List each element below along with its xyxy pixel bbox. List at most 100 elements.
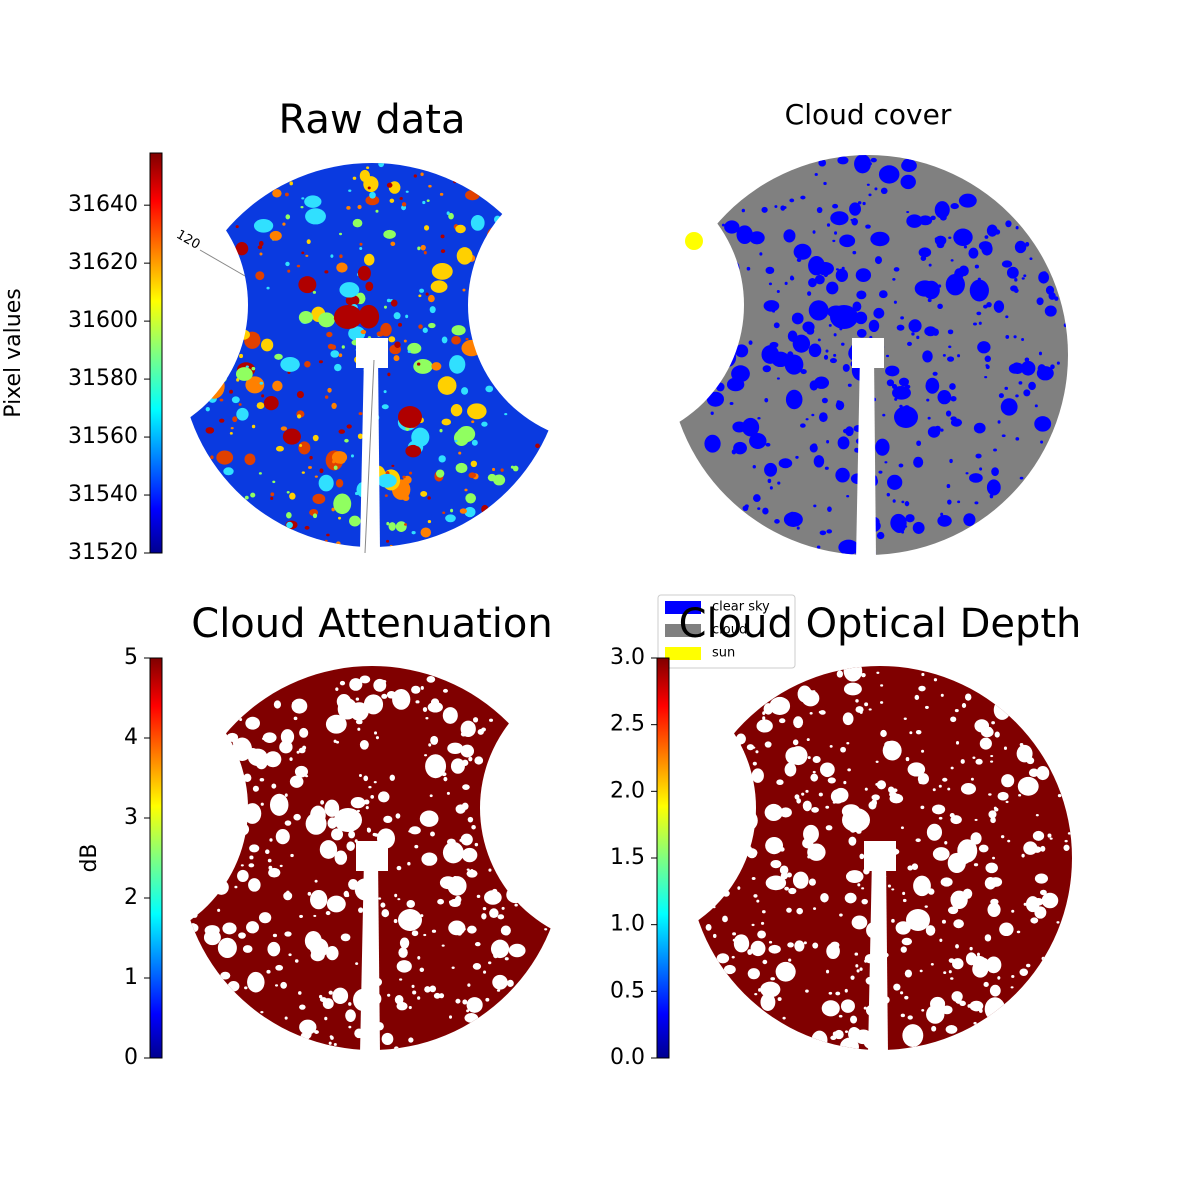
image-blob: [1015, 394, 1019, 398]
image-blob: [753, 494, 761, 503]
legend-swatch: [665, 647, 701, 660]
image-blob: [217, 908, 221, 912]
image-blob: [776, 289, 780, 294]
image-blob: [331, 402, 337, 410]
colorbar-tick-label: 31540: [68, 482, 138, 507]
image-blob: [937, 389, 952, 405]
image-blob: [244, 986, 248, 990]
image-blob: [299, 443, 303, 447]
image-blob: [251, 366, 256, 371]
colorbar: [149, 152, 163, 554]
image-blob: [357, 265, 371, 281]
image-blob: [1025, 242, 1030, 247]
image-blob: [901, 937, 913, 946]
image-blob: [921, 1009, 925, 1012]
image-blob: [472, 962, 482, 970]
image-blob: [247, 971, 265, 993]
image-blob: [407, 861, 411, 866]
image-blob: [232, 416, 238, 423]
image-blob: [426, 818, 433, 824]
image-blob: [378, 897, 382, 900]
image-blob: [352, 176, 357, 180]
image-blob: [983, 304, 988, 309]
image-blob: [453, 180, 457, 184]
panel-title: Raw data: [279, 97, 466, 143]
image-blob: [837, 156, 849, 165]
image-blob: [459, 508, 467, 514]
image-blob: [284, 793, 288, 797]
image-blob: [808, 300, 829, 321]
image-blob: [1011, 975, 1015, 978]
image-blob: [854, 311, 868, 325]
image-blob: [210, 455, 214, 460]
image-blob: [864, 787, 868, 791]
image-blob: [429, 767, 433, 770]
image-blob: [449, 898, 461, 908]
image-blob: [359, 739, 369, 750]
image-blob: [1041, 956, 1046, 961]
image-blob: [795, 455, 799, 459]
image-blob: [405, 444, 422, 458]
image-blob: [854, 952, 859, 956]
image-blob: [1010, 986, 1014, 989]
image-blob: [406, 900, 415, 908]
image-blob: [501, 906, 505, 910]
image-blob: [905, 756, 910, 762]
image-blob: [393, 312, 401, 320]
image-blob: [372, 832, 377, 837]
image-blob: [264, 751, 282, 768]
image-blob: [1021, 277, 1025, 280]
image-blob: [842, 808, 870, 832]
image-blob: [904, 969, 913, 978]
image-blob: [390, 241, 396, 247]
image-blob: [974, 719, 990, 733]
image-blob: [850, 975, 855, 980]
image-blob: [937, 303, 943, 309]
image-blob: [850, 218, 854, 222]
image-blob: [925, 377, 940, 394]
image-blob: [877, 451, 882, 455]
image-blob: [219, 418, 225, 423]
image-blob: [417, 996, 421, 1000]
image-blob: [763, 300, 780, 312]
image-blob: [285, 214, 291, 220]
image-blob: [447, 742, 464, 755]
image-blob: [839, 913, 843, 917]
image-blob: [272, 933, 278, 938]
image-blob: [380, 902, 386, 908]
image-blob: [902, 891, 906, 896]
image-blob: [828, 991, 833, 995]
image-blob: [874, 256, 883, 265]
image-blob: [383, 305, 387, 309]
image-blob: [500, 468, 504, 472]
image-blob: [281, 748, 285, 751]
image-blob: [482, 907, 487, 911]
image-blob: [891, 918, 895, 923]
image-blob: [856, 969, 860, 973]
image-blob: [962, 888, 973, 899]
image-blob: [900, 316, 904, 320]
image-blob: [783, 229, 796, 243]
image-blob: [325, 714, 347, 734]
image-blob: [258, 240, 264, 247]
legend-label: clear sky: [712, 600, 770, 615]
image-blob: [932, 328, 939, 336]
image-blob: [289, 757, 293, 762]
image-blob: [814, 173, 818, 176]
image-blob: [802, 321, 815, 333]
image-mask: [856, 355, 876, 559]
image-blob: [430, 831, 435, 837]
image-blob: [737, 886, 741, 890]
image-blob: [952, 958, 964, 970]
image-blob: [803, 941, 807, 945]
image-blob: [970, 777, 974, 781]
image-blob: [841, 266, 845, 270]
image-blob: [900, 1013, 905, 1018]
image-blob: [888, 786, 895, 794]
image-blob: [273, 700, 282, 709]
image-blob: [468, 756, 473, 762]
image-blob: [945, 273, 965, 296]
image-blob: [826, 223, 831, 227]
image-blob: [441, 418, 452, 426]
image-blob: [442, 511, 446, 515]
